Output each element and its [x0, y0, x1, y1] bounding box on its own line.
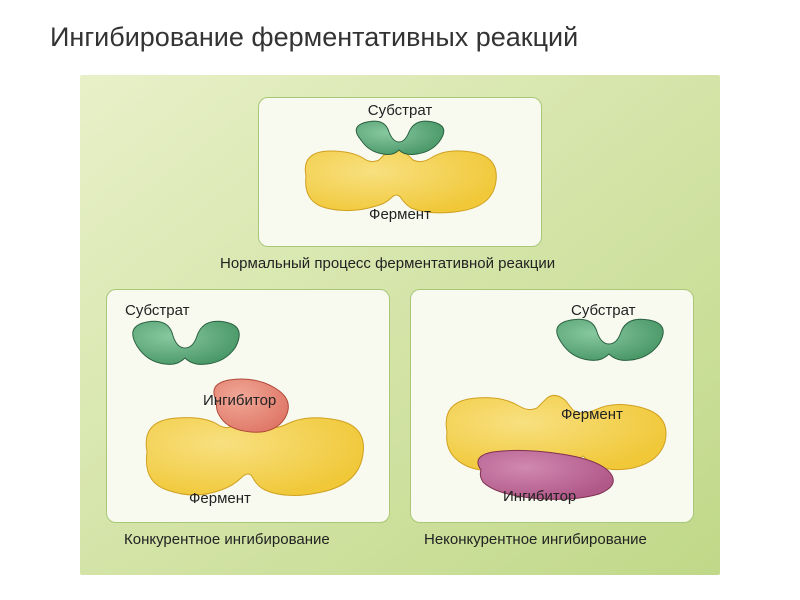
panel-normal: Субстрат Фермент: [258, 97, 542, 247]
slide-title: Ингибирование ферментативных реакций: [50, 22, 578, 53]
enzyme-shape: [305, 149, 496, 213]
panel-competitive: Субстрат: [106, 289, 390, 523]
label-enzyme-left: Фермент: [189, 490, 251, 507]
panel-noncompetitive: Субстрат: [410, 289, 694, 523]
substrate-free: [133, 321, 239, 364]
diagram-area: Субстрат Фермент Н: [80, 75, 720, 575]
label-enzyme-right: Фермент: [561, 406, 623, 423]
label-enzyme-top: Фермент: [259, 206, 541, 223]
caption-noncompetitive: Неконкурентное ингибирование: [424, 531, 647, 548]
substrate-shape: [356, 121, 444, 154]
label-inhibitor-right: Ингибитор: [503, 488, 576, 505]
noncompetitive-svg: [421, 302, 685, 512]
label-inhibitor-left: Ингибитор: [203, 392, 276, 409]
caption-competitive: Конкурентное ингибирование: [124, 531, 330, 548]
caption-normal: Нормальный процесс ферментативной реакци…: [220, 255, 555, 272]
substrate-free-right: [557, 319, 663, 360]
